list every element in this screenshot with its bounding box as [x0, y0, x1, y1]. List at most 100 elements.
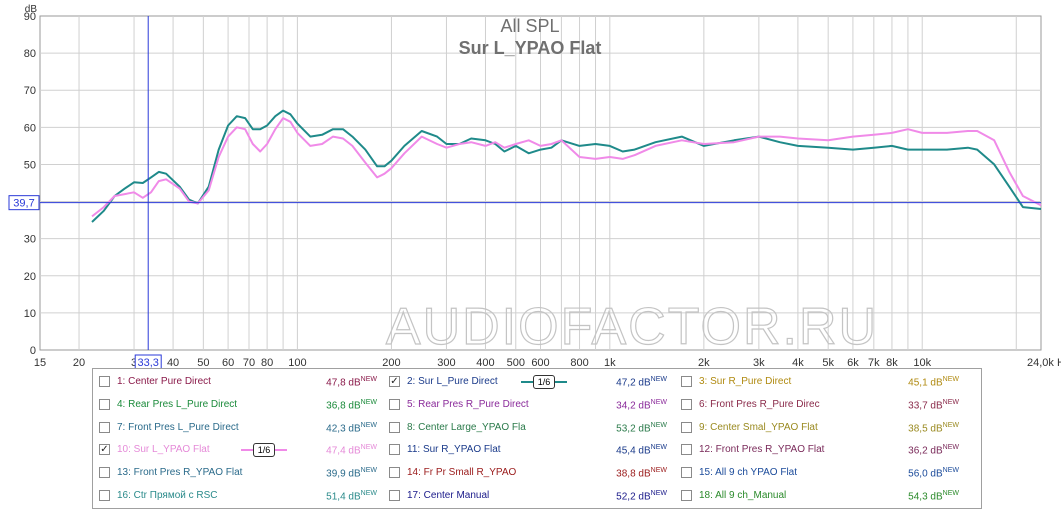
legend-value-text: 51,4 dB — [326, 491, 361, 503]
x-tick-label: 20 — [73, 357, 85, 369]
legend-checkbox[interactable] — [99, 376, 110, 387]
legend-entry[interactable]: 15: All 9 ch YPAO Flat 56,0 dBNEW — [681, 465, 959, 483]
legend-checkbox[interactable] — [681, 467, 692, 479]
x-tick-label: 5k — [822, 357, 834, 369]
legend-value: 38,8 dBNEW — [616, 467, 667, 479]
y-tick-label: 70 — [24, 85, 36, 97]
x-tick-label: 40 — [167, 357, 179, 369]
legend-entry[interactable]: 12: Front Pres R_YPAO Flat 36,2 dBNEW — [681, 442, 959, 460]
legend-entry[interactable]: 17: Center Manual 52,2 dBNEW — [389, 488, 667, 506]
legend-entry[interactable]: 7: Front Pres L_Pure Direct 42,3 dBNEW — [99, 420, 377, 438]
cursor-y-readout-box — [8, 195, 40, 211]
y-tick-label: 60 — [24, 122, 36, 134]
legend-checkbox[interactable] — [681, 398, 692, 410]
legend-entry[interactable]: 5: Rear Pres R_Pure Direct 34,2 dBNEW — [389, 397, 667, 415]
legend-value: 53,2 dBNEW — [616, 422, 667, 434]
x-tick-label: 600 — [531, 357, 549, 369]
legend-entry[interactable]: 6: Front Pres R_Pure Direc 33,7 dBNEW — [681, 397, 959, 415]
legend-trace-name: 11: Sur R_YPAO Flat — [407, 444, 501, 456]
legend-trace-name: 18: All 9 ch_Manual — [699, 490, 787, 501]
legend-value: 33,7 dBNEW — [908, 399, 959, 411]
legend-checkbox[interactable] — [99, 398, 110, 410]
legend-entry[interactable]: 8: Center Large_YPAO Fla 53,2 dBNEW — [389, 420, 667, 438]
legend-entry[interactable]: ✓ 2: Sur L_Pure Direct 1/6 47,2 dBNEW — [389, 374, 667, 392]
legend-value: 45,1 dBNEW — [908, 376, 959, 388]
x-tick-label: 4k — [792, 357, 804, 369]
legend-value: 56,0 dBNEW — [908, 467, 959, 479]
legend-value-text: 45,1 dB — [908, 377, 943, 389]
legend-checkbox[interactable] — [389, 444, 400, 456]
legend-value-new-tag: NEW — [360, 444, 377, 452]
legend-checkbox[interactable] — [681, 421, 692, 433]
legend-value-text: 42,3 dB — [326, 422, 361, 434]
y-tick-label: 90 — [24, 11, 36, 23]
x-tick-label: 70 — [243, 357, 255, 369]
legend-checkbox[interactable] — [99, 490, 110, 501]
legend-trace-name: 1: Center Pure Direct — [117, 376, 211, 387]
legend-checkbox[interactable] — [389, 467, 400, 479]
legend-checkbox[interactable]: ✓ — [99, 444, 110, 456]
x-tick-label: 100 — [288, 357, 306, 369]
legend-entry[interactable]: 18: All 9 ch_Manual 54,3 dBNEW — [681, 488, 959, 506]
legend-entry[interactable]: 14: Fr Pr Small R_YPAO 38,8 dBNEW — [389, 465, 667, 483]
legend-checkbox[interactable] — [389, 490, 400, 501]
x-tick-label: 1k — [604, 357, 616, 369]
legend-value-text: 36,2 dB — [908, 445, 943, 457]
legend-value: 51,4 dBNEW — [326, 490, 377, 502]
legend-entry[interactable]: ✓ 10: Sur L_YPAO Flat 1/6 47,4 dBNEW — [99, 442, 377, 460]
cursor-x-readout: 33,3 — [137, 357, 158, 369]
spl-chart[interactable]: 0102030405060708090dB1520340506070801002… — [0, 0, 1061, 370]
legend-value-new-tag: NEW — [942, 376, 959, 383]
legend-entry[interactable]: 1: Center Pure Direct 47,8 dBNEW — [99, 374, 377, 392]
legend-entry[interactable]: 4: Rear Pres L_Pure Direct 36,8 dBNEW — [99, 397, 377, 415]
legend-value-new-tag: NEW — [360, 376, 377, 383]
legend-value: 47,2 dBNEW — [616, 376, 667, 388]
legend-value-new-tag: NEW — [360, 467, 377, 475]
legend-entry[interactable]: 13: Front Pres R_YPAO Flat 39,9 dBNEW — [99, 465, 377, 483]
legend-trace-name: 5: Rear Pres R_Pure Direct — [407, 398, 529, 410]
legend-trace-name: 6: Front Pres R_Pure Direc — [699, 398, 820, 410]
legend-checkbox[interactable] — [99, 421, 110, 433]
legend-value-new-tag: NEW — [650, 421, 667, 429]
legend-checkbox[interactable] — [99, 467, 110, 479]
legend-value: 42,3 dBNEW — [326, 422, 377, 434]
y-tick-label: 50 — [24, 159, 36, 171]
legend-checkbox[interactable] — [681, 444, 692, 456]
x-tick-label: 10k — [913, 357, 931, 369]
legend-checkbox[interactable] — [681, 376, 692, 387]
cursor-y-readout: 39,7 — [13, 198, 34, 210]
series-line-1[interactable] — [91, 109, 1042, 223]
legend-checkbox[interactable] — [681, 490, 692, 501]
legend-value: 47,4 dBNEW — [326, 444, 377, 456]
smoothing-label: 1/6 — [253, 443, 275, 458]
series-line-2[interactable] — [91, 117, 1042, 218]
legend-entry[interactable]: 16: Ctr Прямой с RSC 51,4 dBNEW — [99, 488, 377, 506]
legend-trace-name: 10: Sur L_YPAO Flat — [117, 444, 210, 456]
legend-value-new-tag: NEW — [942, 421, 959, 429]
y-tick-label: 30 — [24, 234, 36, 246]
x-tick-label: 60 — [222, 357, 234, 369]
x-tick-label: 300 — [437, 357, 455, 369]
legend-value-text: 52,2 dB — [616, 491, 651, 503]
y-tick-label: 0 — [30, 345, 36, 357]
legend-trace-name: 16: Ctr Прямой с RSC — [117, 490, 218, 501]
legend-trace-name: 7: Front Pres L_Pure Direct — [117, 421, 239, 433]
legend-trace-name: 12: Front Pres R_YPAO Flat — [699, 444, 825, 456]
legend-entry[interactable]: 11: Sur R_YPAO Flat 45,4 dBNEW — [389, 442, 667, 460]
legend-entry[interactable]: 3: Sur R_Pure Direct 45,1 dBNEW — [681, 374, 959, 392]
legend-checkbox[interactable] — [389, 421, 400, 433]
legend-trace-name: 13: Front Pres R_YPAO Flat — [117, 467, 243, 479]
legend-trace-name: 17: Center Manual — [407, 490, 490, 501]
spl-plot-svg[interactable]: 0102030405060708090dB1520340506070801002… — [0, 0, 1061, 370]
legend-checkbox[interactable]: ✓ — [389, 376, 400, 387]
smoothing-indicator[interactable]: 1/6 — [521, 375, 567, 389]
chart-subtitle: Sur L_YPAO Flat — [459, 38, 602, 58]
legend-checkbox[interactable] — [389, 398, 400, 410]
legend-value: 47,8 dBNEW — [326, 376, 377, 388]
x-tick-label: 8k — [886, 357, 898, 369]
legend-entry[interactable]: 9: Center Smal_YPAO Flat 38,5 dBNEW — [681, 420, 959, 438]
legend-value: 34,2 dBNEW — [616, 399, 667, 411]
x-tick-label: 7k — [868, 357, 880, 369]
smoothing-indicator[interactable]: 1/6 — [241, 443, 287, 458]
legend-value-new-tag: NEW — [650, 376, 667, 383]
